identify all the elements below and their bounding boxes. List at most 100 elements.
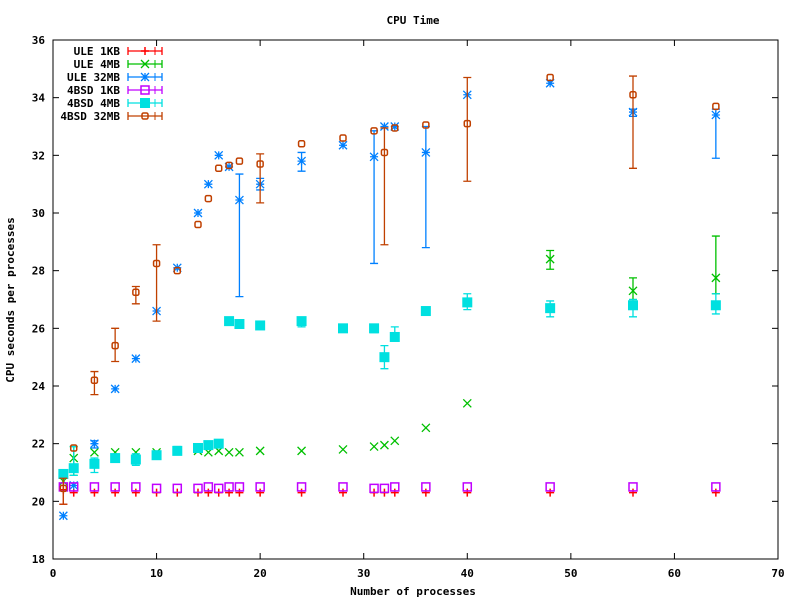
star-marker — [69, 481, 79, 490]
open-square-marker — [213, 483, 224, 494]
open-circle-marker — [463, 119, 472, 128]
filled-square-marker — [420, 306, 431, 317]
open-circle-marker — [546, 73, 554, 82]
y-tick-label: 34 — [32, 92, 46, 105]
open-square-marker — [390, 482, 400, 492]
legend-label: ULE 1KB — [74, 45, 121, 58]
error-bar — [711, 235, 720, 295]
star-marker — [214, 150, 224, 160]
cross-marker — [224, 447, 234, 457]
star-marker — [203, 179, 213, 189]
filled-square-marker — [89, 458, 100, 469]
x-tick-label: 70 — [771, 567, 784, 580]
cross-marker — [338, 444, 348, 454]
open-circle-marker — [90, 376, 99, 384]
open-square-marker — [224, 482, 234, 492]
cross-marker — [297, 446, 307, 456]
series-4bsd-32mb — [59, 73, 720, 505]
x-tick-label: 20 — [254, 567, 267, 580]
x-tick-label: 60 — [668, 567, 681, 580]
x-tick-label: 0 — [50, 567, 57, 580]
open-circle-marker — [225, 161, 233, 170]
filled-square-marker — [151, 450, 162, 461]
legend-line — [127, 112, 163, 120]
plus-marker — [204, 488, 213, 497]
star-marker — [224, 162, 234, 172]
open-circle-marker — [194, 220, 202, 229]
filled-square-marker — [369, 323, 380, 334]
data-marks — [58, 73, 721, 521]
star-marker — [131, 354, 141, 364]
open-circle-marker — [712, 102, 720, 111]
plot-frame — [52, 39, 779, 560]
plus-marker — [235, 488, 244, 497]
open-square-marker — [140, 85, 150, 95]
open-square-marker — [421, 482, 431, 492]
cross-marker — [140, 59, 150, 69]
open-square-marker — [545, 482, 555, 492]
star-marker — [193, 208, 203, 218]
filled-square-marker — [140, 98, 150, 108]
plus-marker — [256, 488, 265, 497]
filled-square-marker — [545, 303, 556, 314]
legend-line — [127, 86, 163, 94]
cross-marker — [390, 436, 400, 446]
x-tick-label: 10 — [150, 567, 163, 580]
open-square-marker — [338, 482, 348, 492]
star-marker — [110, 384, 120, 394]
cross-marker — [711, 273, 721, 283]
filled-square-marker — [224, 316, 235, 327]
open-circle-marker — [111, 341, 119, 350]
open-square-marker — [68, 482, 79, 492]
open-circle-marker — [339, 134, 347, 142]
star-marker — [297, 156, 307, 166]
open-square-marker — [711, 482, 721, 492]
open-square-marker — [628, 482, 638, 492]
filled-square-marker — [234, 319, 245, 330]
plus-marker — [629, 488, 637, 497]
filled-square-marker — [110, 453, 121, 464]
star-marker — [379, 122, 389, 131]
x-axis-label: Number of processes — [350, 585, 476, 598]
x-tick-label: 30 — [357, 567, 370, 580]
plus-marker — [69, 488, 78, 497]
star-marker — [369, 152, 379, 162]
star-marker — [545, 78, 555, 88]
star-marker — [711, 110, 721, 120]
filled-square-marker — [255, 320, 266, 331]
filled-square-marker — [628, 300, 638, 311]
error-bar — [629, 75, 637, 169]
open-circle-marker — [204, 194, 213, 203]
plus-marker — [225, 488, 234, 497]
legend-label: 4BSD 32MB — [60, 110, 120, 123]
plus-marker — [339, 488, 347, 497]
star-marker — [390, 122, 400, 131]
open-circle-marker — [391, 124, 399, 132]
open-square-marker — [234, 482, 245, 492]
filled-square-marker — [379, 352, 390, 363]
open-square-marker — [110, 482, 120, 492]
filled-square-marker — [710, 300, 721, 311]
open-circle-marker — [422, 121, 430, 129]
cross-marker — [379, 440, 389, 450]
open-square-marker — [462, 482, 473, 492]
axes: 0 10 20 30 40 50 60 70 18 20 22 24 26 28 30 32 34 36 — [32, 34, 785, 580]
plus-marker — [90, 488, 99, 497]
open-square-marker — [255, 482, 265, 492]
open-square-marker — [203, 482, 214, 492]
filled-square-marker — [203, 440, 214, 451]
open-circle-marker — [141, 112, 149, 120]
filled-square-marker — [193, 442, 203, 453]
y-tick-label: 36 — [32, 34, 46, 47]
plus-marker — [546, 488, 555, 497]
y-tick-label: 20 — [32, 495, 45, 508]
open-circle-marker — [152, 259, 161, 268]
open-circle-marker — [370, 127, 378, 135]
legend-label: ULE 32MB — [67, 71, 120, 84]
open-square-marker — [193, 483, 203, 494]
open-square-marker — [89, 482, 100, 492]
filled-square-marker — [213, 438, 224, 449]
legend-label: 4BSD 4MB — [67, 97, 120, 110]
